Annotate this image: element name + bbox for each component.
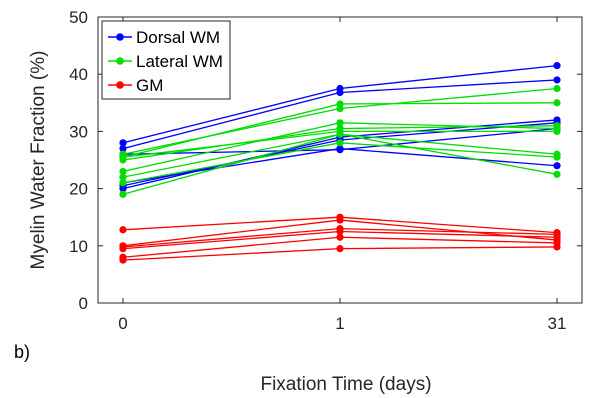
lateral-wm-point <box>553 170 561 178</box>
lateral-wm-point <box>336 119 344 127</box>
legend-marker <box>116 57 124 65</box>
y-tick-label: 40 <box>69 65 88 84</box>
axes: b) Fixation Time (days) Myelin Water Fra… <box>14 8 583 395</box>
lateral-wm-point <box>553 153 561 161</box>
gm-point <box>119 226 127 234</box>
y-tick-label: 50 <box>69 8 88 27</box>
lateral-wm-point <box>553 84 561 93</box>
gm-point <box>119 245 127 253</box>
lateral-wm-point <box>119 179 127 187</box>
y-tick-label: 30 <box>69 122 88 141</box>
dorsal-wm-point <box>119 185 127 193</box>
plot-area <box>119 62 561 264</box>
gm-point <box>553 233 561 241</box>
lateral-wm-point <box>119 153 127 161</box>
y-axis-label: Myelin Water Fraction (%) <box>28 51 49 270</box>
lateral-wm-point <box>553 99 561 107</box>
lateral-wm-point <box>553 127 561 135</box>
y-tick-label: 0 <box>79 294 88 313</box>
legend-label: Lateral WM <box>136 52 223 71</box>
panel-label: b) <box>14 342 30 362</box>
lateral-wm-point <box>119 173 127 181</box>
lateral-wm-point <box>336 139 344 147</box>
dorsal-wm-line <box>122 147 558 184</box>
dorsal-wm-point <box>553 76 561 84</box>
gm-point <box>336 245 344 253</box>
lateral-wm-point <box>119 190 127 198</box>
legend: Dorsal WM Lateral WM GM <box>101 20 231 100</box>
x-tick-label: 0 <box>118 314 127 333</box>
y-tick-label: 20 <box>69 180 88 199</box>
gm-point <box>336 233 344 241</box>
x-tick-label: 31 <box>548 314 567 333</box>
y-tick-label: 10 <box>69 237 88 256</box>
x-axis-label: Fixation Time (days) <box>260 374 431 395</box>
lateral-wm-point <box>336 127 344 135</box>
dorsal-wm-point <box>553 162 561 170</box>
dorsal-wm-point <box>336 146 344 154</box>
dorsal-wm-point <box>336 88 344 97</box>
gm-point <box>119 256 127 264</box>
gm-point <box>336 216 344 224</box>
dorsal-wm-point <box>119 144 127 153</box>
lateral-wm-point <box>336 100 344 108</box>
legend-label: Dorsal WM <box>136 28 220 47</box>
legend-marker <box>116 33 124 41</box>
dorsal-wm-point <box>553 62 561 70</box>
legend-label: GM <box>136 76 163 95</box>
gm-point <box>553 243 561 251</box>
dorsal-wm-point <box>119 139 127 147</box>
lateral-wm-point <box>119 167 127 176</box>
gm-point <box>336 227 344 236</box>
legend-marker <box>116 81 124 89</box>
x-tick-label: 1 <box>335 314 344 333</box>
dorsal-wm-point <box>553 116 561 124</box>
